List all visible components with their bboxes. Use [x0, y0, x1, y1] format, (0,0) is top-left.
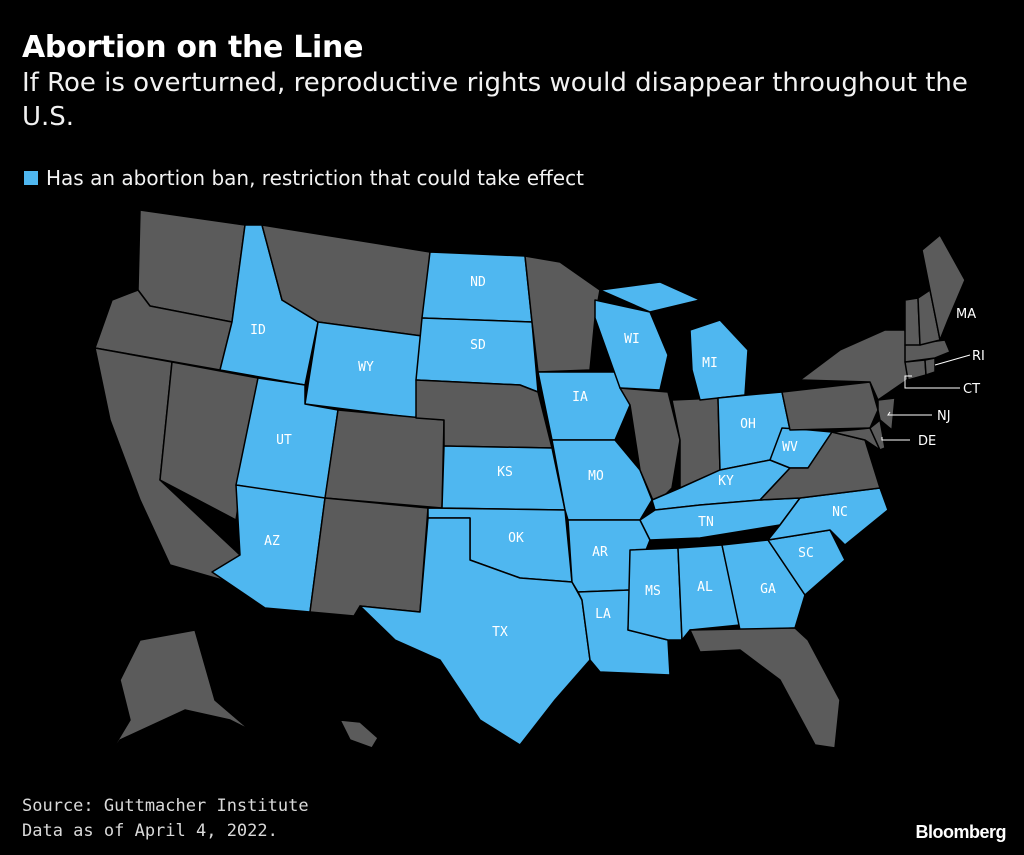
state-RI: [924, 357, 936, 376]
label-MS: MS: [645, 584, 661, 599]
label-TX: TX: [492, 625, 508, 640]
label-OH: OH: [740, 417, 756, 432]
leader-DE: [881, 437, 910, 441]
state-TX: [359, 517, 591, 746]
label-RI: RI: [972, 349, 985, 364]
state-MS: [627, 547, 683, 641]
state-WA: [137, 209, 246, 323]
source-note: Source: Guttmacher Institute: [22, 796, 309, 816]
label-OK: OK: [508, 531, 524, 546]
label-UT: UT: [276, 433, 292, 448]
label-WI: WI: [624, 332, 640, 347]
legend-label: Has an abortion ban, restriction that co…: [46, 166, 584, 190]
state-IA: [537, 371, 631, 441]
state-ME: [921, 234, 966, 341]
label-MO: MO: [588, 469, 604, 484]
label-WV: WV: [782, 440, 798, 455]
label-NC: NC: [832, 505, 848, 520]
legend-swatch: [24, 171, 38, 185]
footer: Source: Guttmacher Institute Data as of …: [22, 794, 309, 844]
legend: Has an abortion ban, restriction that co…: [24, 166, 584, 190]
state-FL: [689, 627, 841, 749]
state-MN: [524, 255, 601, 373]
state-MO: [551, 439, 653, 521]
label-SD: SD: [470, 338, 486, 353]
chart-title: Abortion on the Line: [22, 30, 364, 65]
state-AK: [99, 629, 251, 771]
label-CT: CT: [963, 382, 980, 397]
state-HI: [339, 719, 379, 749]
state-CT: [904, 359, 927, 381]
bloomberg-logo: Bloomberg: [915, 822, 1006, 842]
leader-CT: [904, 375, 960, 389]
label-WY: WY: [358, 360, 374, 375]
label-AR: AR: [592, 545, 608, 560]
state-NJ: [877, 397, 896, 431]
label-ND: ND: [470, 275, 486, 290]
label-NJ: NJ: [937, 409, 951, 424]
state-NV: [159, 361, 259, 521]
state-NM: [309, 497, 429, 617]
label-GA: GA: [760, 582, 776, 597]
label-AL: AL: [697, 580, 713, 595]
state-CO: [324, 409, 445, 509]
state-AL: [677, 544, 741, 641]
label-TN: TN: [698, 515, 714, 530]
label-DE: DE: [918, 434, 936, 449]
label-SC: SC: [798, 546, 814, 561]
data-date-note: Data as of April 4, 2022.: [22, 821, 278, 841]
state-PA: [781, 381, 879, 431]
label-MA: MA: [956, 307, 976, 322]
label-AZ: AZ: [264, 534, 280, 549]
leader-RI: [934, 354, 971, 366]
chart-subtitle: If Roe is overturned, reproductive right…: [22, 68, 968, 132]
leader-NJ: [887, 411, 932, 416]
label-ID: ID: [250, 323, 266, 338]
label-MI: MI: [702, 356, 718, 371]
label-KS: KS: [497, 465, 513, 480]
label-IA: IA: [572, 390, 588, 405]
state-DE: [869, 419, 886, 451]
label-KY: KY: [718, 474, 734, 489]
state-VA: [759, 431, 881, 501]
state-GA: [721, 539, 806, 631]
label-LA: LA: [595, 607, 611, 622]
